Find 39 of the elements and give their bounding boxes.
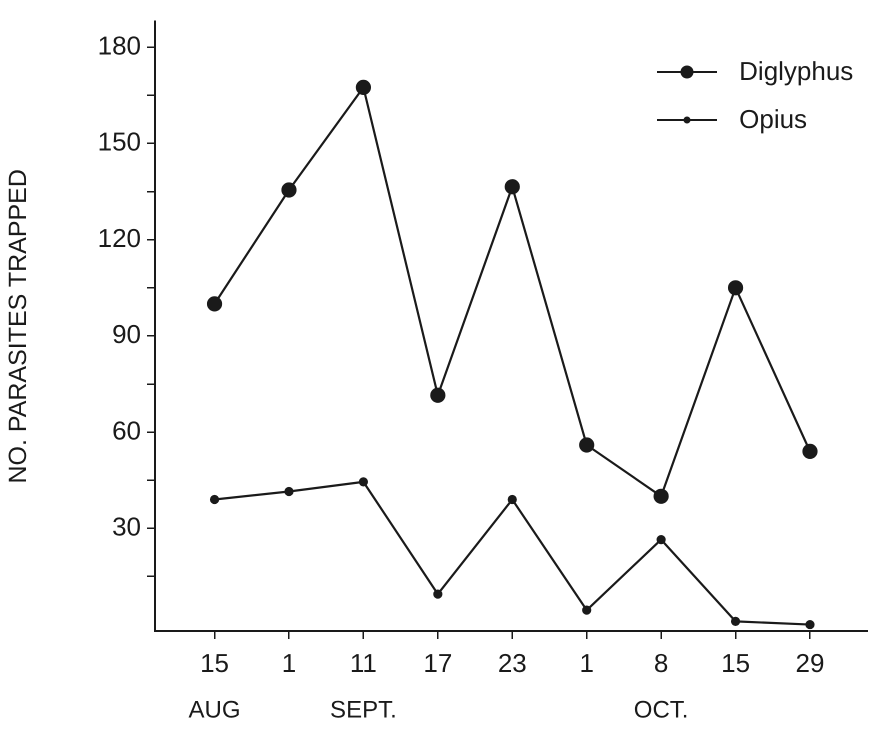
y-tick-label: 30 <box>112 512 141 542</box>
point <box>582 606 592 615</box>
y-tick-label: 120 <box>98 222 141 253</box>
y-axis-title: NO. PARASITES TRAPPED <box>4 169 32 484</box>
x-tick-label: 15 <box>721 648 750 678</box>
y-tick-label: 60 <box>112 415 141 446</box>
point <box>802 444 818 459</box>
x-tick-label: 29 <box>796 648 824 678</box>
x-tick-label: 11 <box>350 648 377 678</box>
point <box>358 477 368 486</box>
x-tick-label: 23 <box>498 648 527 678</box>
x-tick-label: 1 <box>579 648 594 678</box>
text: AUG <box>188 696 241 724</box>
text: OCT. <box>634 696 688 724</box>
y-tick-label: 180 <box>98 30 141 60</box>
y-tick-label: 90 <box>112 319 141 350</box>
legend-label: Diglyphus <box>739 56 854 88</box>
point <box>579 437 594 453</box>
point <box>206 296 222 312</box>
point <box>504 179 520 194</box>
point <box>656 534 666 544</box>
y-tick-label: 150 <box>98 126 141 157</box>
point <box>210 494 220 504</box>
point <box>508 494 517 504</box>
x-tick-label: 1 <box>282 648 296 678</box>
x-tick-label: 8 <box>654 648 668 678</box>
point <box>654 488 669 504</box>
point <box>730 616 740 626</box>
point <box>433 590 442 599</box>
point <box>281 182 297 198</box>
x-tick-label: 17 <box>423 648 452 678</box>
text: SEPT. <box>330 696 397 724</box>
point <box>430 388 446 403</box>
point <box>284 486 294 496</box>
x-tick-label: 15 <box>200 648 230 678</box>
point <box>728 280 744 296</box>
point <box>805 620 815 630</box>
point <box>356 80 372 95</box>
legend-label: Opius <box>739 104 808 136</box>
